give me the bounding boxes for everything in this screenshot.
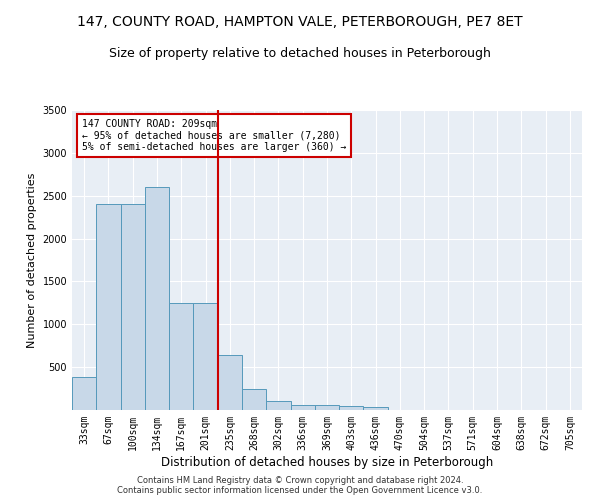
Bar — [242, 388, 266, 410]
Bar — [169, 303, 193, 410]
X-axis label: Distribution of detached houses by size in Peterborough: Distribution of detached houses by size … — [161, 456, 493, 468]
Bar — [96, 204, 121, 410]
Bar — [121, 204, 145, 410]
Bar — [193, 303, 218, 410]
Bar — [364, 408, 388, 410]
Bar — [339, 406, 364, 410]
Bar — [145, 187, 169, 410]
Text: Contains HM Land Registry data © Crown copyright and database right 2024.
Contai: Contains HM Land Registry data © Crown c… — [118, 476, 482, 495]
Y-axis label: Number of detached properties: Number of detached properties — [27, 172, 37, 348]
Bar — [315, 406, 339, 410]
Text: 147 COUNTY ROAD: 209sqm
← 95% of detached houses are smaller (7,280)
5% of semi-: 147 COUNTY ROAD: 209sqm ← 95% of detache… — [82, 119, 347, 152]
Text: 147, COUNTY ROAD, HAMPTON VALE, PETERBOROUGH, PE7 8ET: 147, COUNTY ROAD, HAMPTON VALE, PETERBOR… — [77, 15, 523, 29]
Bar — [266, 400, 290, 410]
Bar — [218, 355, 242, 410]
Bar — [290, 405, 315, 410]
Bar — [72, 378, 96, 410]
Text: Size of property relative to detached houses in Peterborough: Size of property relative to detached ho… — [109, 48, 491, 60]
